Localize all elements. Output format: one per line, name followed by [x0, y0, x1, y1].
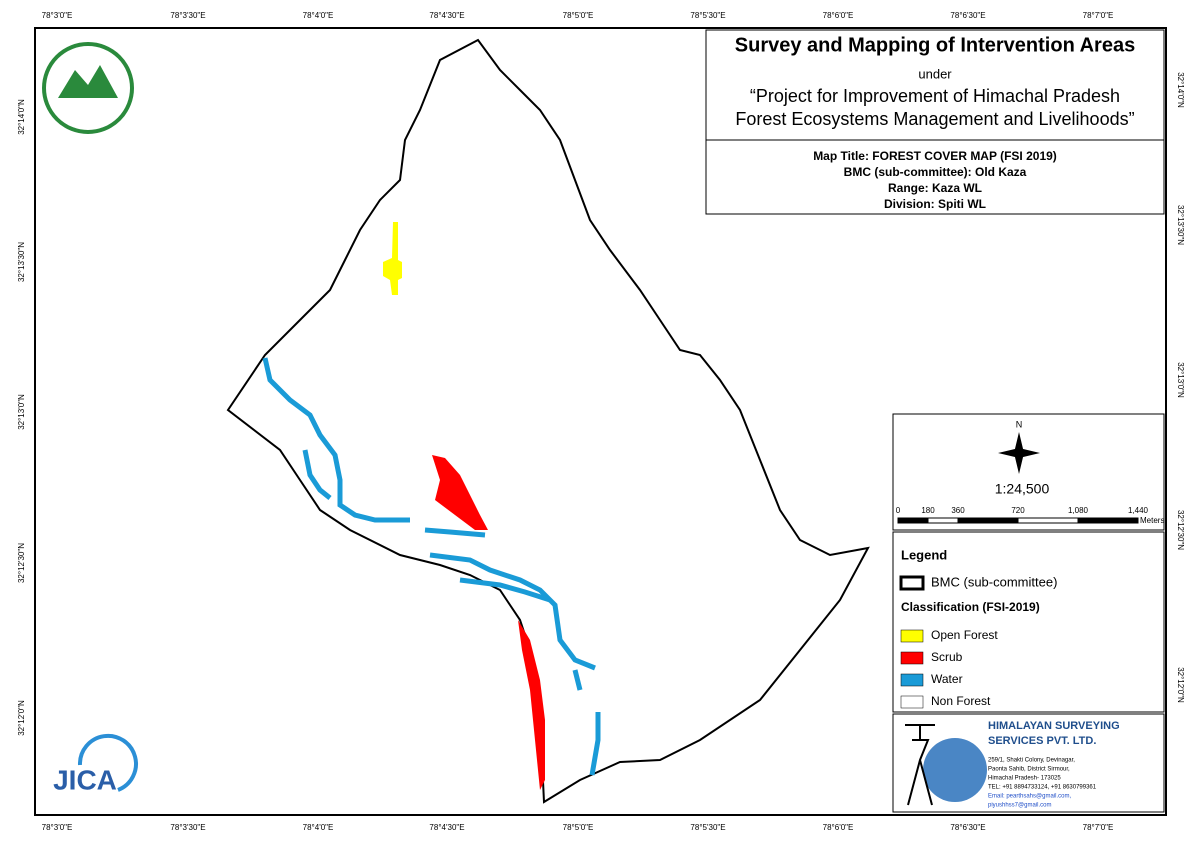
- longitude-label: 78°6'30"E: [950, 823, 985, 832]
- scale-tick-label: 1,440: [1128, 506, 1149, 515]
- latitude-label: 32°13'0"N: [1176, 362, 1185, 398]
- company-icon: [905, 724, 935, 806]
- company-name: SERVICES PVT. LTD.: [988, 735, 1096, 747]
- longitude-label: 78°4'0"E: [303, 11, 334, 20]
- bmc-name: BMC (sub-committee): Old Kaza: [844, 165, 1027, 179]
- longitude-label: 78°3'30"E: [170, 823, 205, 832]
- scale-segment: [1017, 517, 1079, 524]
- address-line: Himachal Pradesh- 173025: [988, 776, 1061, 782]
- subtitle: under: [918, 66, 952, 81]
- address-line: 259/1, Shakti Colony, Devinagar,: [988, 758, 1075, 764]
- longitude-label: 78°5'0"E: [563, 11, 594, 20]
- address-line: Email: pearthsahs@gmail.com,: [988, 794, 1071, 800]
- longitude-label: 78°4'30"E: [429, 11, 464, 20]
- grid-labels: 78°3'0"E 78°3'0"E 78°3'30"E 78°3'30"E 78°4'0…: [17, 11, 1185, 832]
- scale-segment: [897, 517, 929, 524]
- north-label: N: [1016, 419, 1023, 429]
- longitude-label: 78°5'30"E: [690, 11, 725, 20]
- emblem: [42, 42, 134, 134]
- longitude-label: 78°4'30"E: [429, 823, 464, 832]
- range: Range: Kaza WL: [888, 181, 982, 195]
- legend-label: BMC (sub-committee): [931, 574, 1057, 589]
- legend-label: Non Forest: [931, 694, 991, 708]
- longitude-label: 78°5'0"E: [563, 823, 594, 832]
- legend-items: Open Forest Scrub Water Non Forest: [900, 628, 998, 709]
- company-address: 259/1, Shakti Colony, Devinagar, Paonta S…: [988, 758, 1097, 809]
- latitude-label: 32°13'0"N: [17, 394, 26, 430]
- scale-segment: [957, 517, 1019, 524]
- legend-title: Legend: [901, 547, 947, 562]
- project-name: “Project for Improvement of Himachal Pra…: [750, 86, 1120, 106]
- scale-tick-label: 0: [896, 506, 901, 515]
- longitude-label: 78°6'0"E: [823, 823, 854, 832]
- latitude-label: 32°14'0"N: [1176, 72, 1185, 108]
- emblem-mountains: [58, 65, 118, 98]
- title: Survey and Mapping of Intervention Areas: [735, 34, 1135, 56]
- company-name: HIMALAYAN SURVEYING: [988, 720, 1120, 732]
- address-line: TEL: +91 8894733124, +91 8630799361: [988, 785, 1097, 791]
- legend-box: [892, 531, 1165, 713]
- longitude-label: 78°4'0"E: [303, 823, 334, 832]
- scale-segment: [1077, 517, 1139, 524]
- legend-label: Open Forest: [931, 628, 998, 642]
- latitude-label: 32°12'30"N: [1176, 510, 1185, 550]
- legend-subtitle: Classification (FSI-2019): [901, 600, 1040, 614]
- scale-unit: Meters: [1140, 516, 1164, 525]
- water-bodies: [262, 357, 601, 776]
- longitude-label: 78°3'0"E: [42, 11, 73, 20]
- title-block: [705, 29, 1165, 215]
- map-title: Map Title: FOREST COVER MAP (FSI 2019): [813, 149, 1057, 163]
- latitude-label: 32°12'0"N: [1176, 667, 1185, 703]
- north-arrow: [998, 432, 1040, 474]
- latitude-label: 32°12'30"N: [17, 543, 26, 583]
- scale-segment: [927, 517, 959, 524]
- longitude-label: 78°3'0"E: [42, 823, 73, 832]
- legend-swatch: [899, 575, 925, 591]
- longitude-label: 78°7'0"E: [1083, 823, 1114, 832]
- scale-box: [892, 413, 1165, 531]
- scale-tick-label: 720: [1011, 506, 1025, 515]
- legend-swatch: [900, 695, 924, 709]
- legend-label: Water: [931, 672, 963, 686]
- jica-swoosh: [77, 733, 138, 792]
- scale-tick-label: 360: [951, 506, 965, 515]
- scrub-area: [518, 620, 545, 790]
- longitude-label: 78°7'0"E: [1083, 11, 1114, 20]
- scale-tick-label: 180: [921, 506, 935, 515]
- legend-label: Scrub: [931, 650, 963, 664]
- address-line: piyushhss7@gmail.com: [988, 803, 1051, 809]
- longitude-label: 78°6'30"E: [950, 11, 985, 20]
- jica-logo: JICA: [53, 764, 117, 795]
- scale-tick-label: 1,080: [1068, 506, 1089, 515]
- company-globe: [923, 738, 987, 802]
- scrub-area: [432, 455, 488, 530]
- latitude-label: 32°12'0"N: [17, 700, 26, 736]
- division: Division: Spiti WL: [884, 197, 986, 211]
- open-forest-area: [383, 222, 402, 295]
- project-name: Forest Ecosystems Management and Livelih…: [735, 109, 1134, 129]
- legend-swatch: [900, 651, 924, 665]
- legend-swatch: [900, 629, 924, 643]
- latitude-label: 32°14'0"N: [17, 99, 26, 135]
- latitude-label: 32°13'30"N: [17, 242, 26, 282]
- address-line: Paonta Sahib, District Sirmour,: [988, 767, 1070, 773]
- longitude-label: 78°3'30"E: [170, 11, 205, 20]
- bmc-boundary: [226, 38, 870, 804]
- latitude-label: 32°13'30"N: [1176, 205, 1185, 245]
- longitude-label: 78°6'0"E: [823, 11, 854, 20]
- scale-ratio: 1:24,500: [995, 481, 1050, 497]
- longitude-label: 78°5'30"E: [690, 823, 725, 832]
- legend-swatch: [900, 673, 924, 687]
